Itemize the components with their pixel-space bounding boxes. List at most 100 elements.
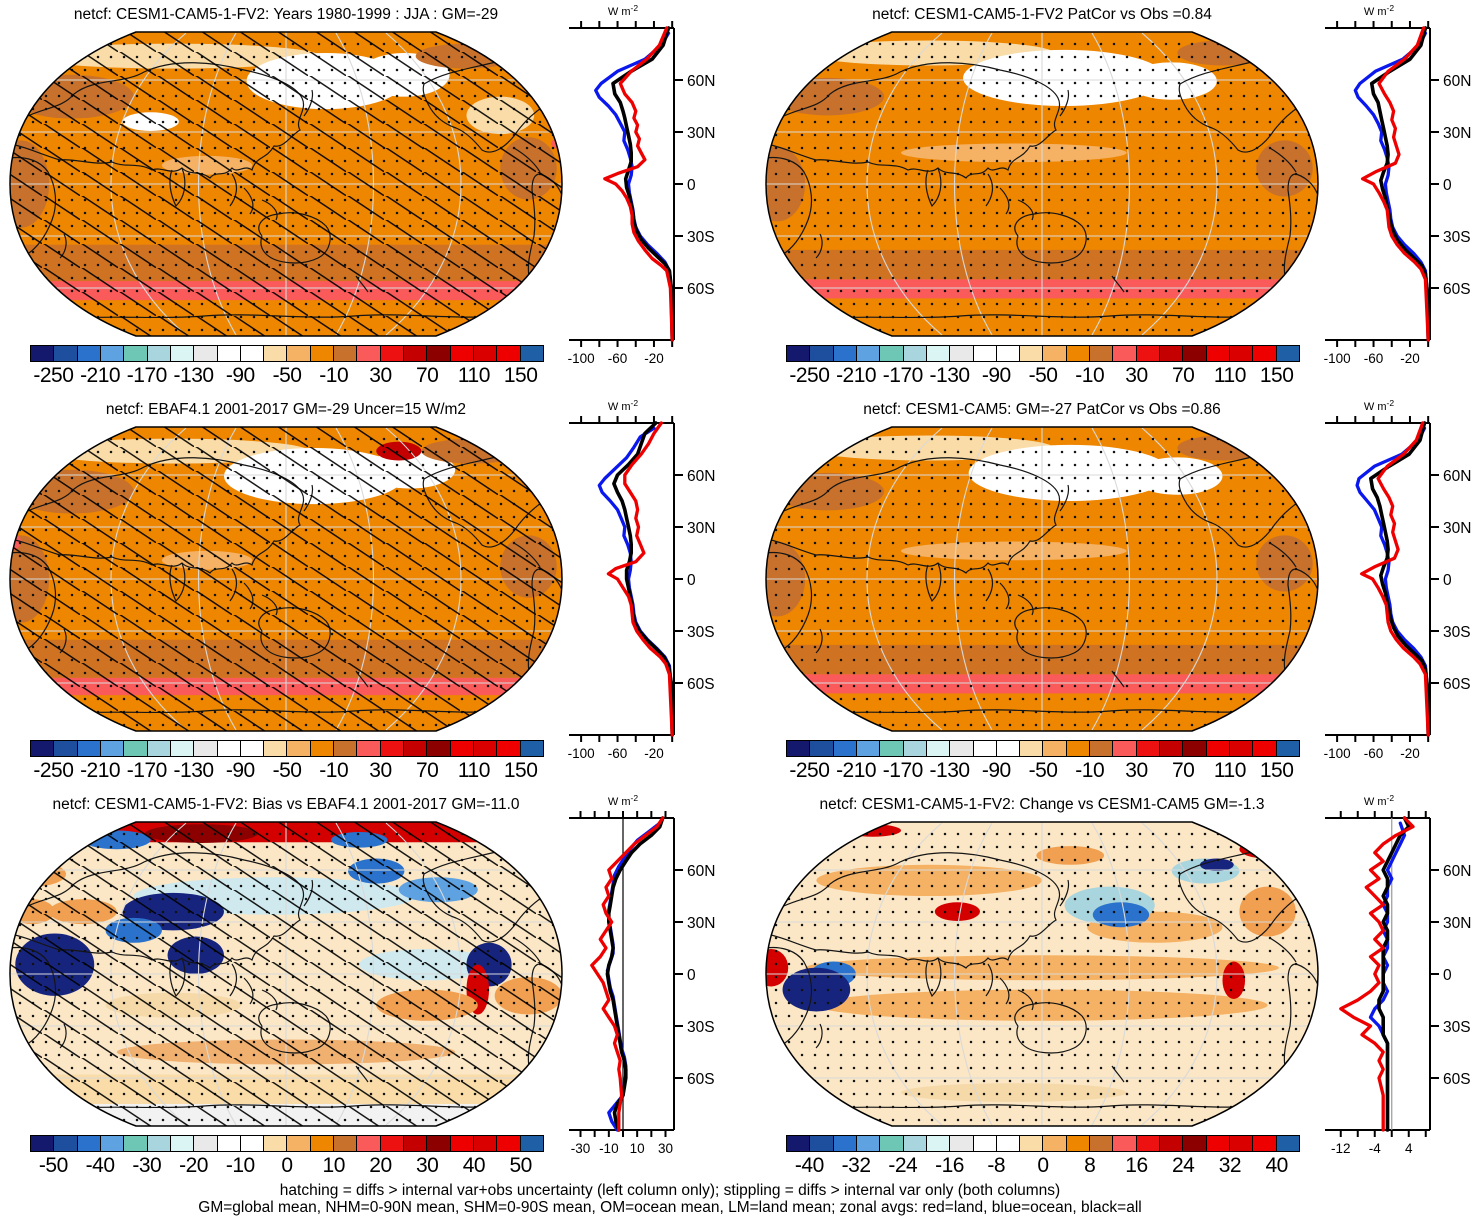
zonal-mean-plot: 60N 30N 0 30S 60S -100 -60 -20 W m-2 — [568, 399, 715, 761]
colorbar-tick-label: -210 — [80, 364, 121, 387]
latitude-tick-label: 60N — [687, 468, 715, 485]
colorbar-segment — [903, 1136, 927, 1151]
colorbar-tick-label: 30 — [369, 759, 392, 782]
unit-label: W m-2 — [608, 399, 638, 413]
zonal-line-all — [1368, 421, 1430, 737]
colorbar-segment — [54, 1136, 78, 1151]
colorbar-segment — [240, 1136, 265, 1151]
colorbar-tick-label: 40 — [1265, 1154, 1288, 1177]
map-column: netcf: CESM1-CAM5-1-FV2 PatCor vs Obs =0… — [760, 4, 1324, 389]
colorbar-segment — [170, 741, 195, 756]
colorbar-labels: -250 -210 -170 -130 -90 -50 -10 30 70 110 150 — [786, 757, 1300, 784]
latitude-tick-label: 30S — [1443, 1019, 1471, 1036]
colorbar-tick-label: 110 — [457, 364, 490, 387]
colorbar: -250 -210 -170 -130 -90 -50 -10 30 70 110 150 — [30, 740, 544, 784]
colorbar-tick-label: -10 — [319, 364, 349, 387]
colorbar-tick-label: 16 — [1125, 1154, 1148, 1177]
panel-row1-right: netcf: CESM1-CAM5-1-FV2 PatCor vs Obs =0… — [760, 4, 1474, 389]
colorbar-segment — [1160, 1136, 1184, 1151]
colorbar-tick-label: 150 — [503, 759, 538, 782]
colorbar-segment — [973, 1136, 997, 1151]
x-tick-label: -30 — [571, 1141, 591, 1156]
panel-title: netcf: CESM1-CAM5-1-FV2: Years 1980-1999… — [73, 6, 499, 23]
colorbar-segment — [287, 741, 311, 756]
colorbar-segment — [787, 346, 811, 361]
map-outline — [765, 426, 1319, 732]
colorbar-tick-label: -210 — [836, 759, 877, 782]
zonal-line-ocean — [1355, 426, 1430, 737]
colorbar-segment — [880, 346, 904, 361]
colorbar-tick-label: 150 — [1259, 759, 1294, 782]
colorbar-segment — [1020, 1136, 1044, 1151]
hatch-overlay — [10, 427, 562, 731]
colorbar-segment — [357, 1136, 381, 1151]
colorbar-segment — [903, 346, 927, 361]
colorbar-segment — [1113, 1136, 1137, 1151]
colorbar-bar — [30, 1135, 544, 1152]
map-column: netcf: CESM1-CAM5: GM=-27 PatCor vs Obs … — [760, 399, 1324, 784]
x-tick-label: -60 — [608, 746, 628, 761]
x-tick-label: -20 — [1400, 746, 1420, 761]
colorbar-segment — [1113, 346, 1137, 361]
colorbar-segment — [520, 346, 543, 361]
world-map — [765, 31, 1319, 337]
latitude-tick-label: 30N — [1443, 125, 1471, 142]
zonal-axes — [569, 416, 683, 742]
colorbar-segment — [1066, 346, 1091, 361]
panel-title: netcf: CESM1-CAM5-1-FV2: Change vs CESM1… — [819, 796, 1265, 813]
colorbar-segment — [810, 346, 834, 361]
colorbar-segment — [147, 346, 171, 361]
colorbar-tick-label: 0 — [1037, 1154, 1049, 1177]
zonal-mean-plot: 60N 30N 0 30S 60S -30 -10 10 30 W m-2 — [569, 794, 715, 1156]
latitude-tick-label: 30N — [1443, 520, 1471, 537]
colorbar-segment — [147, 1136, 171, 1151]
colorbar-segment — [217, 346, 241, 361]
colorbar-segment — [100, 741, 125, 756]
colorbar-tick-label: -130 — [929, 759, 971, 782]
colorbar-segment — [1066, 741, 1091, 756]
unit-label: W m-2 — [1364, 399, 1394, 413]
colorbar: -50 -40 -30 -20 -10 0 10 20 30 40 50 — [30, 1135, 544, 1179]
colorbar-segment — [1206, 741, 1230, 756]
zonal-axes — [569, 21, 683, 347]
colorbar-tick-label: -210 — [836, 364, 877, 387]
zonal-line-land — [1360, 26, 1430, 342]
latitude-tick-label: 0 — [1443, 177, 1452, 194]
map-outline — [9, 821, 563, 1127]
colorbar-segment — [996, 741, 1021, 756]
x-tick-label: -4 — [1369, 1141, 1381, 1156]
colorbar-segment — [194, 1136, 218, 1151]
hatch-overlay — [10, 822, 562, 1126]
latitude-tick-label: 60S — [687, 281, 715, 298]
zonal-line-ocean — [597, 426, 674, 737]
x-tick-label: -10 — [599, 1141, 619, 1156]
colorbar-tick-label: -170 — [882, 364, 924, 387]
zonal-axes — [1325, 811, 1439, 1137]
colorbar-segment — [1136, 1136, 1160, 1151]
x-tick-label: 4 — [1405, 1141, 1413, 1156]
colorbar-segment — [1090, 346, 1114, 361]
colorbar-segment — [903, 741, 927, 756]
colorbar-segment — [1136, 346, 1160, 361]
colorbar-tick-label: -40 — [794, 1154, 824, 1177]
colorbar-tick-label: 50 — [509, 1154, 532, 1177]
colorbar-segment — [856, 741, 881, 756]
x-tick-label: -100 — [1324, 351, 1351, 366]
colorbar-bar — [786, 345, 1300, 362]
colorbar-labels: -250 -210 -170 -130 -90 -50 -10 30 70 110 150 — [30, 757, 544, 784]
colorbar-segment — [1043, 346, 1067, 361]
colorbar-tick-label: -16 — [935, 1154, 964, 1177]
map-fill-layer — [766, 32, 1318, 336]
latitude-tick-label: 0 — [687, 572, 696, 589]
colorbar-tick-label: -8 — [987, 1154, 1006, 1177]
colorbar-tick-label: -170 — [126, 364, 168, 387]
panel-row2-left: netcf: EBAF4.1 2001-2017 GM=-29 Uncer=15… — [4, 399, 718, 784]
colorbar-tick-label: 10 — [322, 1154, 346, 1177]
latitude-tick-label: 60S — [1443, 676, 1471, 693]
colorbar-segment — [450, 1136, 474, 1151]
colorbar-segment — [473, 346, 498, 361]
colorbar-tick-label: -32 — [841, 1154, 871, 1177]
zonal-mean-plot: 60N 30N 0 30S 60S -100 -60 -20 W m-2 — [1324, 399, 1471, 761]
colorbar: -250 -210 -170 -130 -90 -50 -10 30 70 110 150 — [30, 345, 544, 389]
